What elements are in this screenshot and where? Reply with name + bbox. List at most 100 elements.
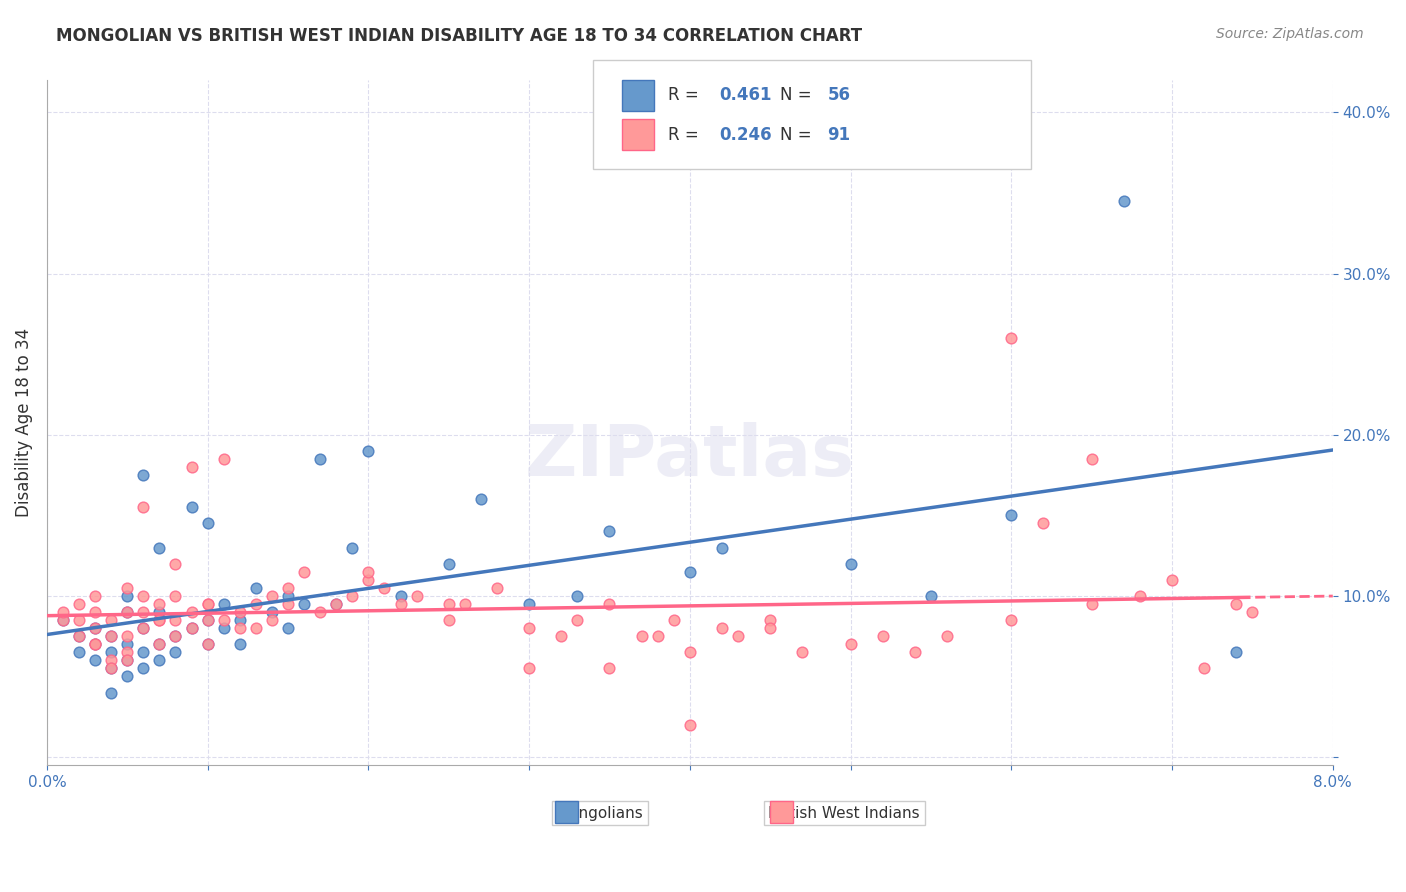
Point [710, 621, 733, 635]
Point [148, 637, 170, 651]
Point [132, 589, 155, 603]
Point [598, 597, 620, 611]
Point [662, 613, 685, 627]
Point [245, 597, 267, 611]
Point [1032, 516, 1054, 531]
Point [100, 645, 122, 659]
Point [117, 653, 139, 667]
Point [373, 581, 395, 595]
Point [100, 661, 122, 675]
Point [132, 500, 155, 515]
Point [1225, 645, 1247, 659]
Bar [621, 120, 654, 150]
Point [84, 605, 107, 619]
Point [84, 589, 107, 603]
Point [84, 621, 107, 635]
Point [309, 451, 332, 466]
Point [165, 629, 187, 643]
Point [197, 637, 219, 651]
Point [598, 661, 620, 675]
Point [180, 621, 202, 635]
Point [132, 645, 155, 659]
Point [839, 557, 862, 571]
Point [260, 613, 283, 627]
Point [117, 581, 139, 595]
Point [84, 637, 107, 651]
Text: MONGOLIAN VS BRITISH WEST INDIAN DISABILITY AGE 18 TO 34 CORRELATION CHART: MONGOLIAN VS BRITISH WEST INDIAN DISABIL… [56, 27, 862, 45]
Point [485, 581, 508, 595]
Point [792, 645, 814, 659]
Text: N =: N = [780, 87, 817, 104]
Point [148, 653, 170, 667]
Point [437, 597, 460, 611]
Point [165, 613, 187, 627]
Point [148, 613, 170, 627]
Text: N =: N = [780, 126, 817, 144]
Text: 0.461: 0.461 [720, 87, 772, 104]
Point [117, 605, 139, 619]
Point [132, 605, 155, 619]
Point [165, 557, 187, 571]
Point [67, 597, 90, 611]
Point [679, 565, 702, 579]
Point [100, 653, 122, 667]
Point [517, 597, 540, 611]
Point [165, 645, 187, 659]
Point [245, 621, 267, 635]
Point [84, 621, 107, 635]
Point [67, 629, 90, 643]
Point [679, 645, 702, 659]
Point [292, 565, 315, 579]
Point [197, 637, 219, 651]
Point [212, 621, 235, 635]
Point [1241, 605, 1264, 619]
FancyBboxPatch shape [593, 60, 1031, 169]
Point [389, 597, 412, 611]
Point [132, 621, 155, 635]
Point [630, 629, 652, 643]
Point [357, 565, 380, 579]
Point [872, 629, 894, 643]
Point [277, 589, 299, 603]
Text: 91: 91 [827, 126, 851, 144]
Point [437, 557, 460, 571]
Point [1225, 597, 1247, 611]
Point [309, 605, 332, 619]
Point [117, 605, 139, 619]
Point [148, 541, 170, 555]
Point [52, 613, 75, 627]
Point [100, 629, 122, 643]
Point [148, 605, 170, 619]
Point [405, 589, 427, 603]
Point [229, 613, 252, 627]
Point [679, 718, 702, 732]
Point [1000, 613, 1022, 627]
Point [342, 589, 364, 603]
Point [325, 597, 347, 611]
Point [67, 645, 90, 659]
Point [325, 597, 347, 611]
Point [197, 613, 219, 627]
Point [229, 621, 252, 635]
Point [936, 629, 959, 643]
Point [470, 492, 492, 507]
Point [67, 629, 90, 643]
Point [229, 605, 252, 619]
Text: Source: ZipAtlas.com: Source: ZipAtlas.com [1216, 27, 1364, 41]
Point [277, 621, 299, 635]
Point [1000, 508, 1022, 523]
Point [52, 613, 75, 627]
Point [1129, 589, 1152, 603]
Point [245, 581, 267, 595]
Point [277, 597, 299, 611]
Y-axis label: Disability Age 18 to 34: Disability Age 18 to 34 [15, 328, 32, 517]
Point [229, 637, 252, 651]
Point [197, 597, 219, 611]
Point [180, 460, 202, 475]
Point [197, 613, 219, 627]
Text: R =: R = [668, 126, 704, 144]
Bar [621, 80, 654, 111]
Point [117, 653, 139, 667]
Point [342, 541, 364, 555]
Point [148, 597, 170, 611]
